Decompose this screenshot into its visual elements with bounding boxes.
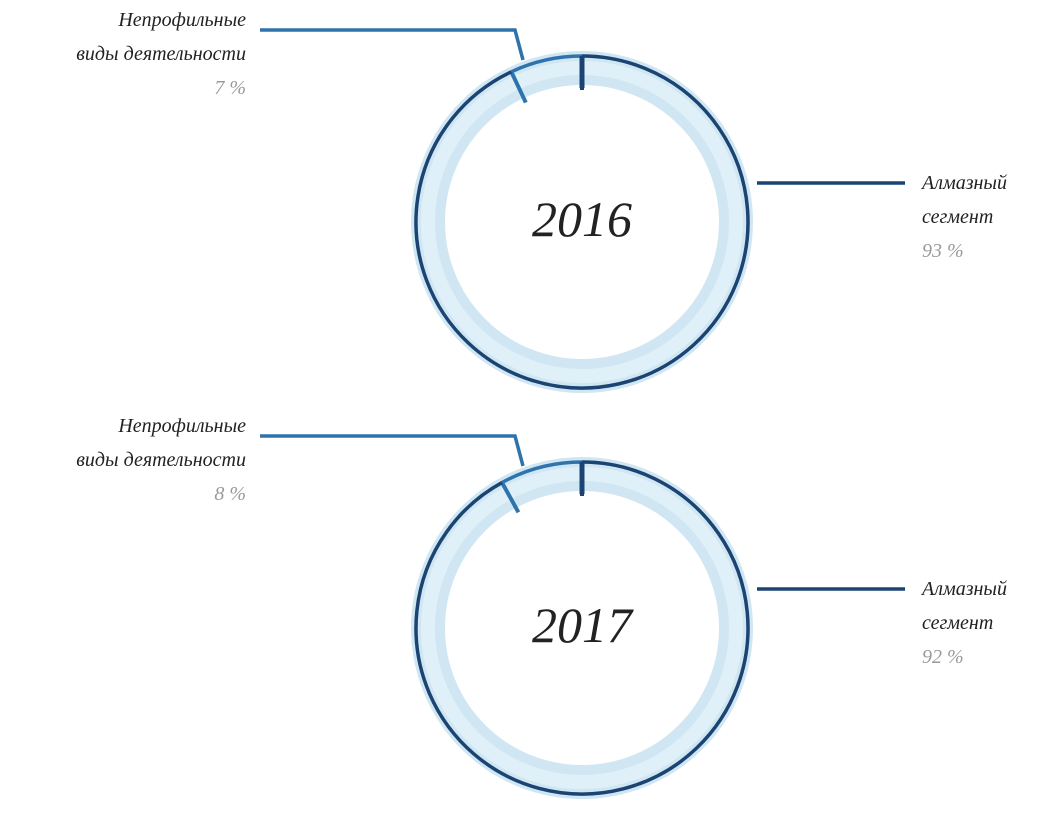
leader-line — [260, 28, 525, 61]
ring-segment — [510, 54, 583, 74]
value-label: 92 % — [922, 646, 964, 668]
category-label: Алмазный сегмент — [922, 172, 1007, 228]
chart-title: 2017 — [532, 597, 632, 653]
chart-title: 2016 — [532, 191, 632, 247]
category-label: Непрофильные виды деятельности — [76, 9, 246, 65]
value-label: 7 % — [214, 77, 246, 99]
value-label: 93 % — [922, 240, 964, 262]
segment-divider — [509, 70, 528, 104]
ring-segment — [414, 54, 750, 390]
value-label: 8 % — [214, 483, 246, 505]
leader-line — [260, 434, 525, 467]
category-label: Непрофильные виды деятельности — [76, 415, 246, 471]
category-label: Алмазный сегмент — [922, 578, 1007, 634]
segment-divider — [500, 481, 521, 514]
ring-segment — [501, 460, 583, 485]
ring-segment — [414, 460, 750, 796]
